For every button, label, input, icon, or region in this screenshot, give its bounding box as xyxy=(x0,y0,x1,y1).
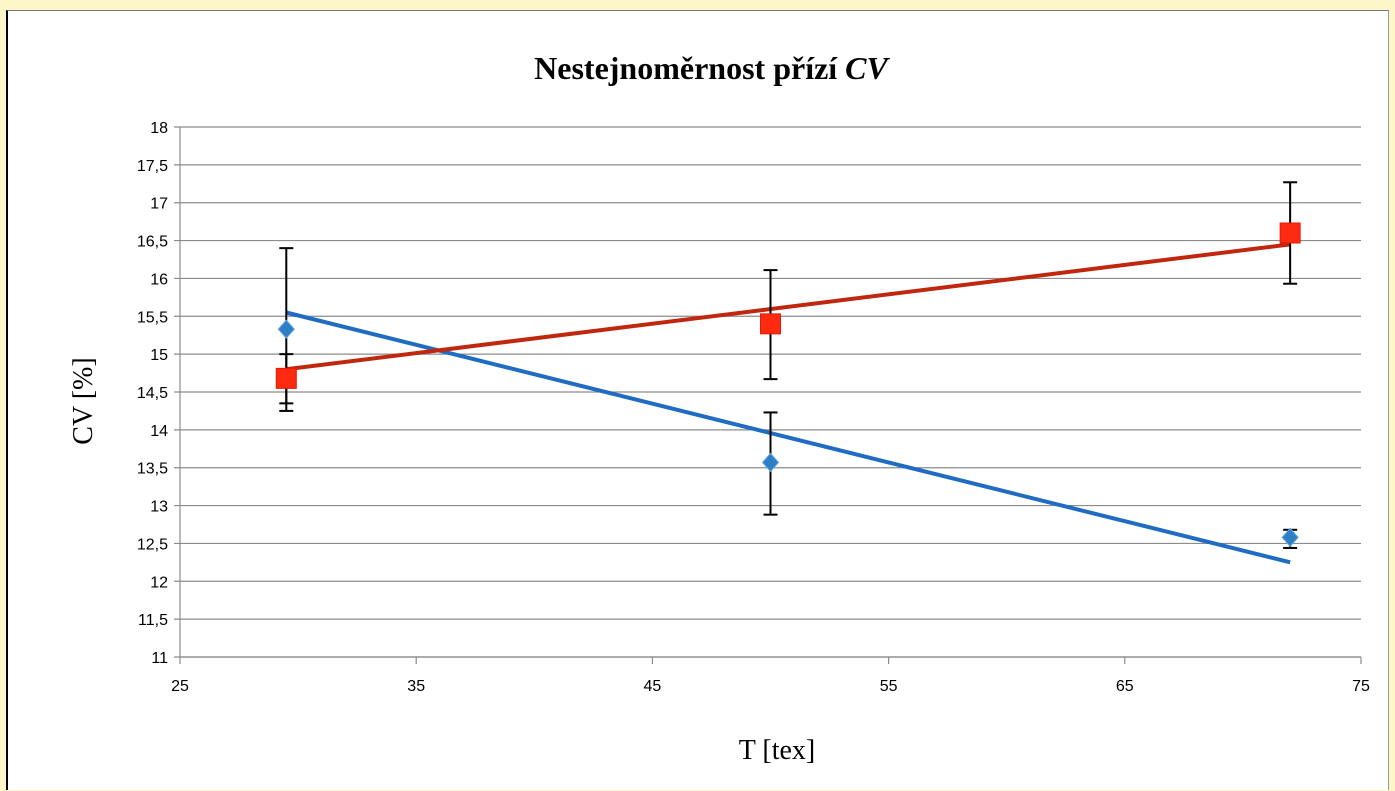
chart-title: Nestejnoměrnost přízí CV xyxy=(534,50,890,86)
chart: Nestejnoměrnost přízí CV 1111,51212,5131… xyxy=(68,50,1370,766)
y-tick-label: 16,5 xyxy=(137,234,168,251)
y-tick-label: 16 xyxy=(150,271,168,288)
y-tick-label: 18 xyxy=(150,120,168,137)
chart-title-italic: CV xyxy=(845,50,890,86)
y-tick-label: 15,5 xyxy=(137,309,168,326)
y-tick-label: 15 xyxy=(150,347,168,364)
grid-lines xyxy=(174,126,1361,658)
x-tick-label: 75 xyxy=(1352,678,1370,695)
error-bars xyxy=(279,181,1298,549)
x-tick-label: 55 xyxy=(880,678,898,695)
x-tick-label: 45 xyxy=(644,678,662,695)
y-tick-label: 14,5 xyxy=(137,385,168,402)
data-point-diamond xyxy=(761,452,780,473)
data-point-square xyxy=(275,367,297,389)
data-point-square xyxy=(760,313,781,335)
y-tick-label: 12 xyxy=(150,574,168,591)
y-tick-label: 11,5 xyxy=(138,612,168,629)
y-tick-label: 13 xyxy=(150,499,168,516)
data-point-diamond xyxy=(1281,527,1299,548)
y-tick-label: 13,5 xyxy=(137,461,168,478)
data-point-square xyxy=(1279,222,1301,244)
x-tick-label: 25 xyxy=(171,678,189,695)
data-markers xyxy=(275,222,1301,548)
trendlines xyxy=(285,242,1291,565)
y-tick-label: 11 xyxy=(151,650,168,667)
y-tick-label: 12,5 xyxy=(137,536,168,553)
chart-title-main: Nestejnoměrnost přízí xyxy=(534,50,845,86)
trendline-series-2 xyxy=(286,242,1291,372)
axes xyxy=(179,127,1362,664)
data-point-diamond xyxy=(277,319,295,339)
tick-labels: 11 11,5 12 12,5 13 13,5 14 14,5 15 15,5 16 16,5 17 17… xyxy=(137,120,1370,695)
x-tick-label: 65 xyxy=(1116,678,1134,695)
y-tick-label: 17,5 xyxy=(137,158,168,175)
chart-frame: Nestejnoměrnost přízí CV 11 11,5 12 12,5 13 1… xyxy=(6,10,1389,790)
x-axis-title: T [tex] xyxy=(739,735,815,766)
x-tick-label: 35 xyxy=(407,678,425,695)
y-axis-title: CV [%] xyxy=(68,357,99,444)
y-tick-label: 17 xyxy=(150,196,168,213)
y-tick-label: 14 xyxy=(150,423,168,440)
trendline-series-1 xyxy=(285,310,1291,565)
